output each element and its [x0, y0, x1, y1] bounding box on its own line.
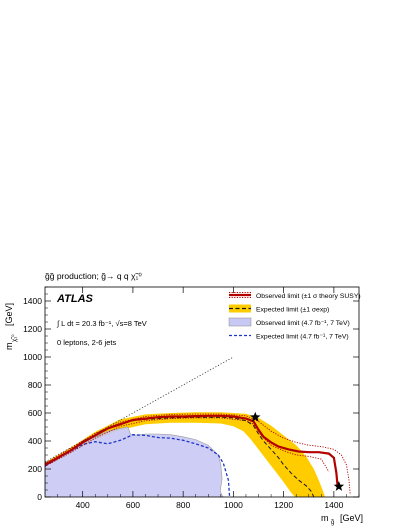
y-tick-label: 200 [28, 464, 42, 474]
legend-symbol-expected-band [229, 304, 251, 313]
series-observed-limit-1-theory [45, 417, 330, 473]
series-expected-limit-4-7-fb-7-tev [45, 434, 231, 497]
y-axis-title: m χ̃₁⁰ [GeV] [4, 303, 18, 350]
x-tick-label: 800 [176, 500, 190, 510]
x-tick-label: 1200 [274, 500, 293, 510]
series-observed-limit-1-theory [45, 413, 351, 495]
x-axis-title: m g̃ [GeV] [321, 513, 363, 526]
legend-label: Observed limit (±1 σ theory SUSY) [256, 293, 361, 300]
legend-label: Expected limit (4.7 fb⁻¹, 7 TeV) [256, 333, 349, 340]
axes: 400 600 800 1000 1200 1400 0 200 400 600 800 1000 12… [23, 286, 360, 510]
x-axis-title-main: m [321, 513, 329, 523]
atlas-label: ATLAS [56, 293, 94, 305]
y-tick-label: 600 [28, 408, 42, 418]
selection-label: 0 leptons, 2-6 jets [57, 338, 116, 347]
y-tick-label: 400 [28, 436, 42, 446]
y-tick-label: 800 [28, 380, 42, 390]
benchmark-star-marker [250, 411, 261, 422]
y-axis-title-main: m [4, 343, 14, 351]
legend-label: Observed limit (4.7 fb⁻¹, 7 TeV) [256, 320, 350, 327]
plot-area [45, 356, 351, 497]
expected-limit-band [45, 412, 326, 497]
x-tick-label: 1000 [224, 500, 243, 510]
x-tick-label: 600 [126, 500, 140, 510]
legend: Observed limit (±1 σ theory SUSY) Expecte… [228, 292, 361, 340]
x-axis-title-unit: [GeV] [340, 513, 363, 523]
y-tick-label: 1000 [23, 352, 42, 362]
annotations: ATLAS ∫ L dt = 20.3 fb⁻¹, √s=8 TeV 0 lep… [56, 293, 147, 347]
chart-title-text: g̃g̃ production; g̃→ q q χ̃₁⁰ [45, 271, 143, 281]
benchmark-star-marker [333, 481, 345, 491]
legend-label: Expected limit (±1 σexp) [256, 306, 329, 313]
x-axis-title-sub: g̃ [330, 520, 334, 526]
lumi-label: ∫ L dt = 20.3 fb⁻¹, √s=8 TeV [56, 319, 147, 328]
observed-limit-7tev-region [45, 426, 224, 497]
y-tick-label: 1200 [23, 324, 42, 334]
x-tick-label: 400 [76, 500, 90, 510]
y-tick-label: 0 [37, 492, 42, 502]
y-tick-label: 1400 [23, 296, 42, 306]
series-observed-limit-1-theory-susy [45, 414, 339, 487]
legend-symbol-observed-7tev [228, 317, 252, 327]
x-tick-label: 1400 [324, 500, 343, 510]
y-axis-title-unit: [GeV] [4, 303, 14, 326]
chart-title: g̃g̃ production; g̃→ q q χ̃₁⁰ [45, 271, 143, 281]
markers [250, 411, 345, 491]
y-axis-title-sub: χ̃₁⁰ [11, 334, 18, 342]
